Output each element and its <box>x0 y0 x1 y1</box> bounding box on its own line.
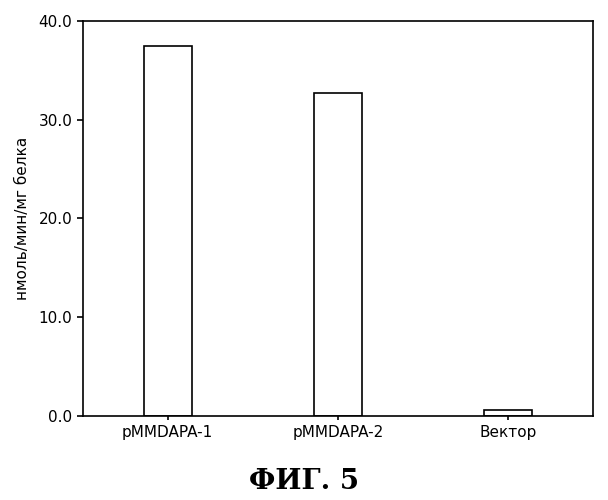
Bar <box>314 93 362 416</box>
Bar <box>484 410 532 416</box>
Bar <box>144 46 192 416</box>
Y-axis label: нмоль/мин/мг белка: нмоль/мин/мг белка <box>15 137 30 300</box>
Text: ФИГ. 5: ФИГ. 5 <box>249 468 359 495</box>
